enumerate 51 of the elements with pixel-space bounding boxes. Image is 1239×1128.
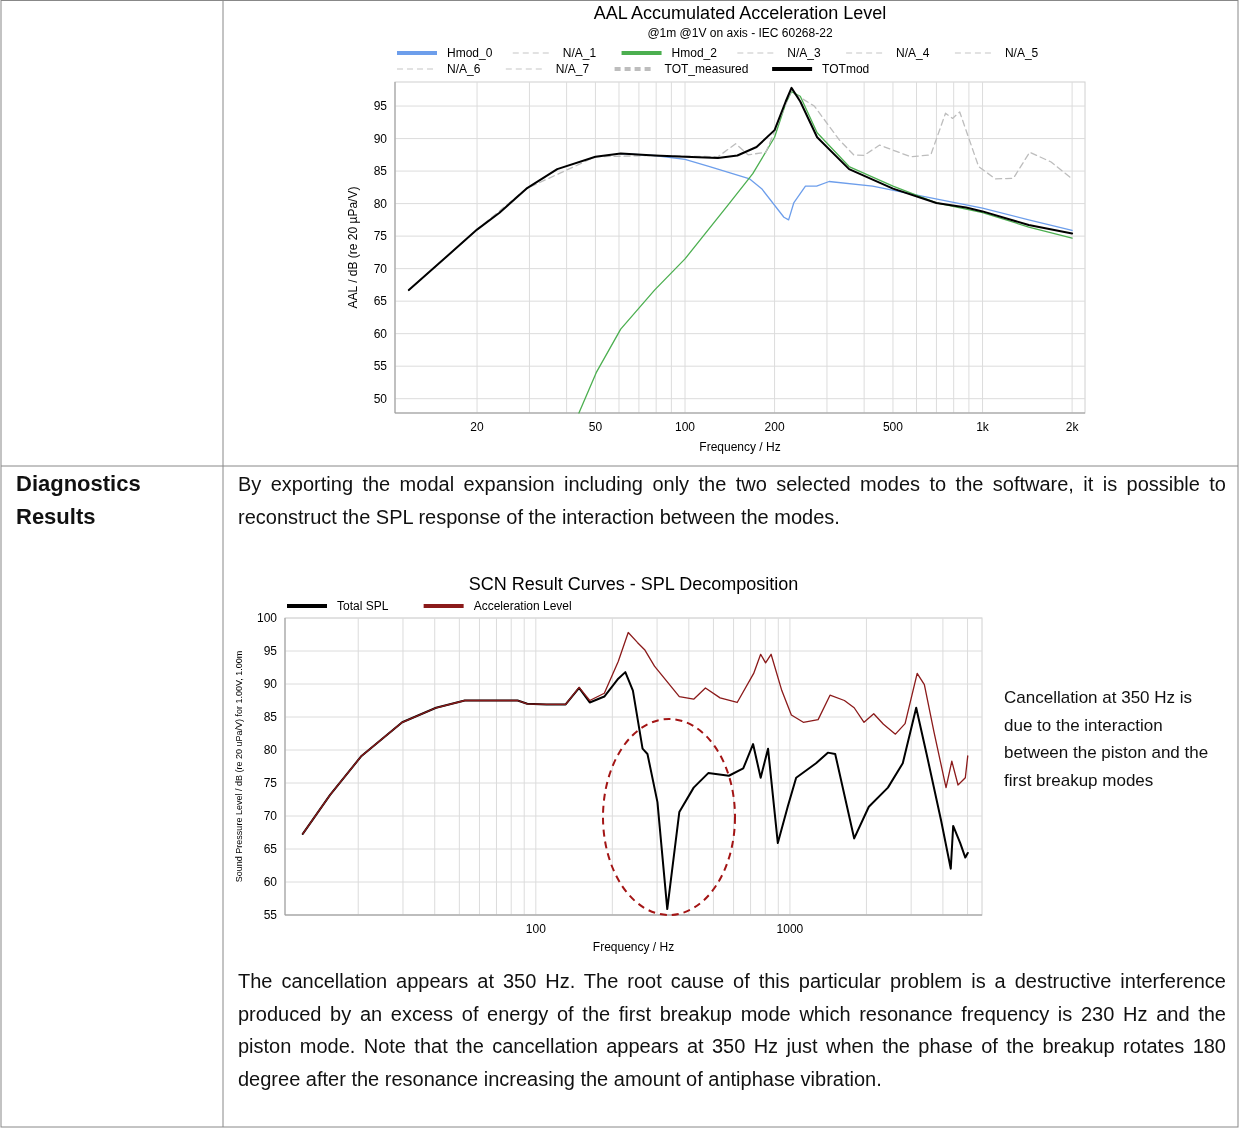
y-tick-label: 90 xyxy=(373,131,388,146)
x-tick-label: 100 xyxy=(674,420,696,434)
y-tick-label: 55 xyxy=(263,908,278,922)
legend-label: TOTmod xyxy=(822,62,870,76)
y-tick-label: 65 xyxy=(373,294,388,309)
y-tick-label: 70 xyxy=(263,809,278,823)
y-tick-label: 90 xyxy=(263,677,278,691)
legend-label: N/A_4 xyxy=(896,46,930,60)
x-axis-title: Frequency / Hz xyxy=(699,440,781,454)
legend-label: Total SPL xyxy=(337,599,389,613)
chart-subtitle: @1m @1V on axis - IEC 60268-22 xyxy=(647,26,833,40)
y-tick-label: 65 xyxy=(263,842,278,856)
x-tick-label: 20 xyxy=(470,420,485,434)
chart-title: AAL Accumulated Acceleration Level xyxy=(593,3,887,23)
x-tick-label: 500 xyxy=(882,420,904,434)
y-tick-label: 55 xyxy=(373,359,388,374)
y-tick-label: 85 xyxy=(373,164,388,179)
x-tick-label: 50 xyxy=(588,420,603,434)
y-tick-label: 75 xyxy=(263,776,278,790)
y-tick-label: 60 xyxy=(373,326,388,341)
legend-label: N/A_3 xyxy=(787,46,821,60)
y-tick-label: 95 xyxy=(263,644,278,658)
y-tick-label: 60 xyxy=(263,875,278,889)
y-tick-label: 75 xyxy=(373,229,388,244)
text: The cancellation appears at 350 Hz. The root cause of this particular problem is a destructive interference produced by an excess of energy of the first breakup mode which resonance frequency is 230 Hz and the piston mode. Note that the cancellation appears at 350 Hz just when the phase of the breakup rotates 180 degree after the resonance increasing the amount of antiphase vibration. xyxy=(238,969,1226,1092)
x-tick-label: 200 xyxy=(764,420,785,434)
y-tick-label: 95 xyxy=(373,99,388,114)
chart-title: SCN Result Curves - SPL Decomposition xyxy=(468,574,799,594)
legend-label: N/A_7 xyxy=(555,62,590,76)
x-tick-label: 2k xyxy=(1065,420,1080,434)
x-tick-label: 1000 xyxy=(776,922,804,936)
y-tick-label: 100 xyxy=(256,611,278,625)
legend-label: TOT_measured xyxy=(664,62,749,76)
y-tick-label: 50 xyxy=(373,391,388,406)
x-axis-title: Frequency / Hz xyxy=(592,940,675,954)
y-tick-label: 85 xyxy=(263,710,278,724)
y-axis-title: Sound Pressure Level / dB (re 20 uPa/V) for 1.00V, 1.00m xyxy=(234,650,244,883)
legend-label: Hmod_2 xyxy=(671,46,718,60)
legend-label: N/A_1 xyxy=(562,46,597,60)
x-tick-label: 1k xyxy=(976,420,990,434)
y-tick-label: 80 xyxy=(263,743,278,757)
text: Diagnostics Results xyxy=(16,470,142,531)
text: By exporting the modal expansion including only the two selected modes to the software, it is possible to reconstruct the SPL response of the interaction between the modes. xyxy=(238,472,1226,530)
y-tick-label: 80 xyxy=(373,196,388,211)
y-axis-title: AAL / dB (re 20 µPa/V) xyxy=(346,186,360,309)
legend-label: Hmod_0 xyxy=(447,46,493,60)
y-tick-label: 70 xyxy=(373,261,388,276)
legend-label: N/A_6 xyxy=(447,62,481,76)
legend-label: N/A_5 xyxy=(1004,46,1039,60)
text: Cancellation at 350 Hz is due to the interaction between the piston and the first breakup modes xyxy=(1004,687,1210,792)
legend-label: Acceleration Level xyxy=(473,599,572,613)
